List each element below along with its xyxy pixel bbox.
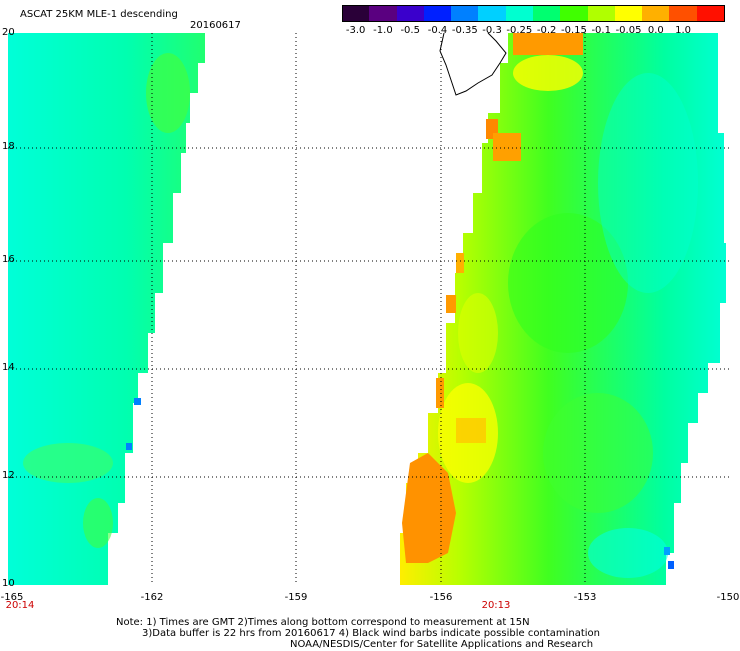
orange-spot bbox=[436, 378, 444, 408]
colorbar-segment bbox=[669, 5, 698, 21]
colorbar-tick-label: -0.3 bbox=[482, 25, 502, 36]
colorbar-segment bbox=[696, 5, 725, 21]
note-line-2: 3)Data buffer is 22 hrs from 20160617 4)… bbox=[142, 628, 600, 639]
colorbar-segment bbox=[533, 5, 562, 21]
lon-label: -162 bbox=[140, 592, 164, 603]
colorbar-tick-label: -0.35 bbox=[451, 25, 478, 36]
time-label: 20:13 bbox=[481, 600, 511, 611]
right-yellow-patch bbox=[513, 55, 583, 91]
lat-label: 14 bbox=[2, 362, 15, 373]
right-cyan-patch bbox=[598, 73, 698, 293]
lon-label: -156 bbox=[429, 592, 453, 603]
grid bbox=[8, 33, 730, 585]
left-green-patch bbox=[23, 443, 113, 483]
colorbar-segment bbox=[642, 5, 671, 21]
map-title: ASCAT 25KM MLE-1 descending bbox=[20, 9, 178, 20]
map-date: 20160617 bbox=[190, 20, 241, 31]
note-line-1: Note: 1) Times are GMT 2)Times along bot… bbox=[116, 617, 530, 628]
lat-label: 18 bbox=[2, 141, 15, 152]
colorbar-tick-label: -0.2 bbox=[536, 25, 557, 36]
lon-label: -150 bbox=[716, 592, 740, 603]
colorbar-segment bbox=[560, 5, 589, 21]
colorbar-tick-label: 0.0 bbox=[647, 25, 664, 36]
left-green-patch bbox=[146, 53, 190, 133]
colorbar-segment bbox=[451, 5, 480, 21]
lon-label: -165 bbox=[0, 592, 24, 603]
colorbar-segment bbox=[396, 5, 425, 21]
note-line-3: NOAA/NESDIS/Center for Satellite Applica… bbox=[290, 639, 594, 650]
colorbar-tick-label: -0.1 bbox=[591, 25, 611, 36]
colorbar-segment bbox=[369, 5, 398, 21]
colorbar-tick-label: -1.0 bbox=[373, 25, 393, 36]
colorbar-tick-label: -0.4 bbox=[427, 25, 448, 36]
colorbar-tick-label: 1.0 bbox=[675, 25, 692, 36]
colorbar-segment bbox=[587, 5, 616, 21]
orange-spot bbox=[493, 133, 521, 161]
right-blue-pixel bbox=[664, 547, 670, 555]
colorbar-tick-label: -3.0 bbox=[345, 25, 366, 36]
colorbar bbox=[342, 5, 725, 21]
lat-label: 16 bbox=[2, 254, 15, 265]
time-label: 20:14 bbox=[5, 600, 35, 611]
orange-spot bbox=[513, 33, 583, 55]
colorbar-segment bbox=[614, 5, 644, 21]
orange-spot bbox=[456, 418, 486, 443]
colorbar-tick-label: -0.5 bbox=[400, 25, 420, 36]
right-cyan-patch bbox=[588, 528, 668, 578]
orange-spot bbox=[402, 453, 456, 563]
left-blue-pixel bbox=[134, 398, 141, 405]
right-green-patch bbox=[543, 393, 653, 513]
lat-label: 20 bbox=[2, 27, 15, 38]
colorbar-tick-label: -0.05 bbox=[615, 25, 642, 36]
colorbar-segment bbox=[342, 5, 371, 21]
colorbar-segment bbox=[423, 5, 453, 21]
lon-label: -159 bbox=[284, 592, 308, 603]
lon-label: -153 bbox=[573, 592, 597, 603]
colorbar-tick-label: -0.15 bbox=[560, 25, 587, 36]
right-blue-pixel bbox=[668, 561, 674, 569]
ascat-map bbox=[8, 33, 730, 585]
orange-spot bbox=[446, 295, 456, 313]
colorbar-tick-label: -0.25 bbox=[506, 25, 533, 36]
left-green-patch bbox=[83, 498, 113, 548]
orange-spot bbox=[456, 253, 464, 273]
colorbar-segment bbox=[478, 5, 507, 21]
lat-label: 12 bbox=[2, 470, 15, 481]
left-blue-pixel bbox=[126, 443, 132, 450]
lat-label: 10 bbox=[2, 578, 15, 589]
colorbar-segment bbox=[505, 5, 534, 21]
right-yellow-patch bbox=[458, 293, 498, 373]
island-outline bbox=[439, 33, 507, 96]
right-green-patch bbox=[508, 213, 628, 353]
